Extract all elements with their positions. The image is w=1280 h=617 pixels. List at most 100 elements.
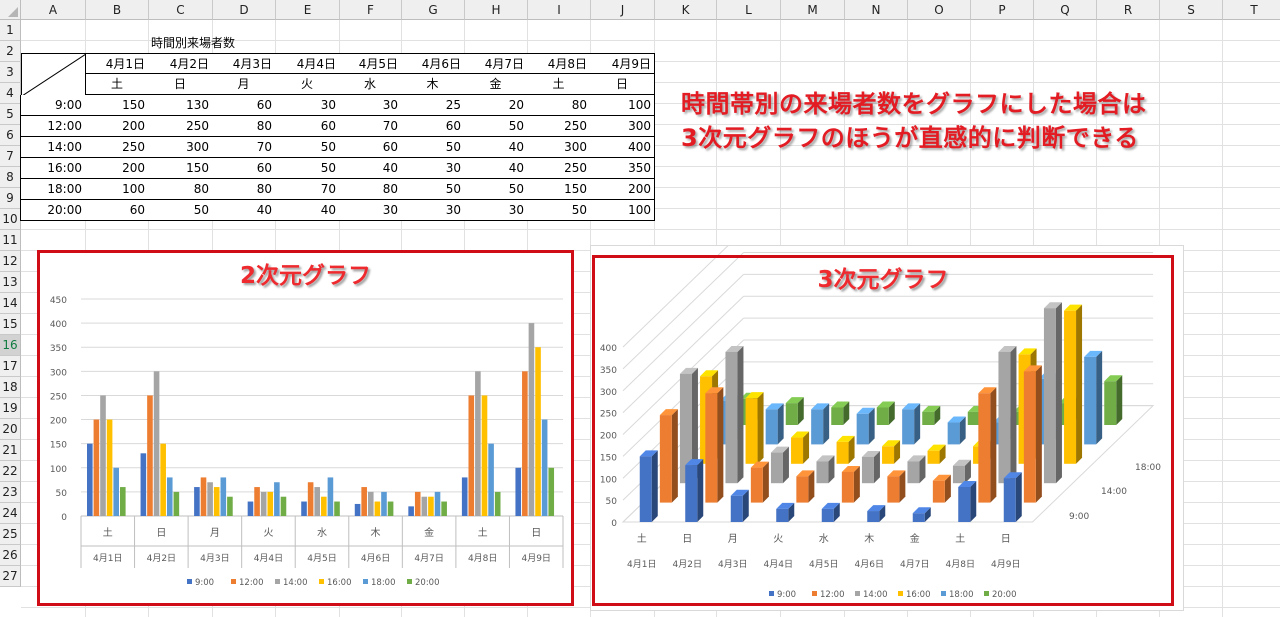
column-header[interactable]: G [402, 0, 465, 20]
date-header-cell[interactable]: 4月5日 [339, 53, 402, 74]
value-cell[interactable]: 300 [527, 137, 591, 158]
row-header[interactable]: 16 [0, 335, 21, 356]
value-cell[interactable]: 70 [212, 137, 276, 158]
value-cell[interactable]: 70 [275, 179, 340, 200]
column-header[interactable]: E [276, 0, 340, 20]
column-header[interactable]: H [465, 0, 528, 20]
value-cell[interactable]: 70 [339, 116, 402, 137]
weekday-header-cell[interactable]: 月 [212, 74, 276, 95]
time-row-header[interactable]: 14:00 [20, 137, 86, 158]
value-cell[interactable]: 150 [527, 179, 591, 200]
column-header[interactable]: K [655, 0, 717, 20]
column-header[interactable]: J [591, 0, 655, 20]
row-header[interactable]: 5 [0, 104, 21, 125]
value-cell[interactable]: 20 [464, 95, 528, 116]
value-cell[interactable]: 50 [275, 158, 340, 179]
value-cell[interactable]: 100 [590, 95, 655, 116]
row-header[interactable]: 19 [0, 398, 21, 419]
value-cell[interactable]: 250 [527, 116, 591, 137]
time-row-header[interactable]: 16:00 [20, 158, 86, 179]
weekday-header-cell[interactable]: 日 [148, 74, 213, 95]
time-row-header[interactable]: 18:00 [20, 179, 86, 200]
value-cell[interactable]: 150 [148, 158, 213, 179]
row-header[interactable]: 25 [0, 524, 21, 545]
value-cell[interactable]: 250 [85, 137, 149, 158]
value-cell[interactable]: 60 [212, 95, 276, 116]
row-header[interactable]: 26 [0, 545, 21, 566]
value-cell[interactable]: 60 [275, 116, 340, 137]
value-cell[interactable]: 200 [85, 116, 149, 137]
value-cell[interactable]: 50 [275, 137, 340, 158]
date-header-cell[interactable]: 4月3日 [212, 53, 276, 74]
row-header[interactable]: 1 [0, 20, 21, 41]
value-cell[interactable]: 150 [85, 95, 149, 116]
value-cell[interactable]: 100 [85, 179, 149, 200]
time-row-header[interactable]: 20:00 [20, 200, 86, 221]
value-cell[interactable]: 100 [590, 200, 655, 221]
column-header[interactable]: R [1097, 0, 1160, 20]
row-header[interactable]: 18 [0, 377, 21, 398]
row-header[interactable]: 17 [0, 356, 21, 377]
row-header[interactable]: 22 [0, 461, 21, 482]
date-header-cell[interactable]: 4月7日 [464, 53, 528, 74]
row-header[interactable]: 8 [0, 167, 21, 188]
value-cell[interactable]: 50 [148, 200, 213, 221]
row-header[interactable]: 24 [0, 503, 21, 524]
row-header[interactable]: 23 [0, 482, 21, 503]
table-title[interactable]: 時間別来場者数 [151, 36, 236, 50]
column-header[interactable]: N [845, 0, 908, 20]
row-header[interactable]: 21 [0, 440, 21, 461]
value-cell[interactable]: 80 [212, 116, 276, 137]
value-cell[interactable]: 30 [401, 158, 465, 179]
weekday-header-cell[interactable]: 土 [527, 74, 591, 95]
column-header[interactable]: S [1160, 0, 1223, 20]
column-header[interactable]: F [340, 0, 402, 20]
value-cell[interactable]: 200 [590, 179, 655, 200]
column-header[interactable]: P [971, 0, 1034, 20]
value-cell[interactable]: 350 [590, 158, 655, 179]
column-header[interactable]: L [717, 0, 781, 20]
value-cell[interactable]: 60 [85, 200, 149, 221]
value-cell[interactable]: 50 [464, 116, 528, 137]
column-header[interactable]: O [908, 0, 971, 20]
row-header[interactable]: 20 [0, 419, 21, 440]
value-cell[interactable]: 50 [401, 179, 465, 200]
time-row-header[interactable]: 9:00 [20, 95, 86, 116]
row-header[interactable]: 2 [0, 41, 21, 62]
column-header[interactable]: A [21, 0, 86, 20]
row-header[interactable]: 27 [0, 566, 21, 587]
row-header[interactable]: 10 [0, 209, 21, 230]
row-header[interactable]: 4 [0, 83, 21, 104]
weekday-header-cell[interactable]: 金 [464, 74, 528, 95]
value-cell[interactable]: 80 [212, 179, 276, 200]
weekday-header-cell[interactable]: 日 [590, 74, 655, 95]
column-header[interactable]: Q [1034, 0, 1097, 20]
date-header-cell[interactable]: 4月8日 [527, 53, 591, 74]
value-cell[interactable]: 80 [527, 95, 591, 116]
column-header[interactable]: I [528, 0, 591, 20]
value-cell[interactable]: 50 [464, 179, 528, 200]
value-cell[interactable]: 40 [464, 137, 528, 158]
row-header[interactable]: 15 [0, 314, 21, 335]
value-cell[interactable]: 80 [339, 179, 402, 200]
row-header[interactable]: 3 [0, 62, 21, 83]
weekday-header-cell[interactable]: 水 [339, 74, 402, 95]
column-header[interactable]: M [781, 0, 845, 20]
column-header[interactable]: D [213, 0, 276, 20]
value-cell[interactable]: 300 [148, 137, 213, 158]
value-cell[interactable]: 30 [339, 95, 402, 116]
date-header-cell[interactable]: 4月9日 [590, 53, 655, 74]
row-header[interactable]: 12 [0, 251, 21, 272]
value-cell[interactable]: 400 [590, 137, 655, 158]
value-cell[interactable]: 60 [339, 137, 402, 158]
date-header-cell[interactable]: 4月4日 [275, 53, 340, 74]
weekday-header-cell[interactable]: 火 [275, 74, 340, 95]
diagonal-header-cell[interactable] [21, 53, 87, 97]
value-cell[interactable]: 250 [527, 158, 591, 179]
value-cell[interactable]: 40 [212, 200, 276, 221]
row-header[interactable]: 13 [0, 272, 21, 293]
weekday-header-cell[interactable]: 木 [401, 74, 465, 95]
value-cell[interactable]: 25 [401, 95, 465, 116]
date-header-cell[interactable]: 4月2日 [148, 53, 213, 74]
